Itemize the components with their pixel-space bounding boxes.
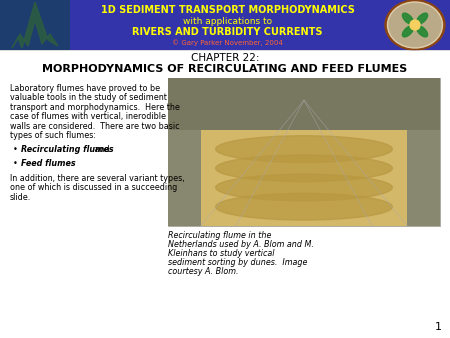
Ellipse shape [385, 0, 445, 50]
Bar [0, 0, 70, 50]
Text: Laboratory flumes have proved to be: Laboratory flumes have proved to be [10, 84, 160, 93]
Text: walls are considered.  There are two basic: walls are considered. There are two basi… [10, 122, 180, 131]
Bar [0, 0, 70, 50]
Bar [0, 0, 450, 50]
Bar [0, 0, 70, 50]
Text: •: • [13, 159, 18, 168]
Text: 1D SEDIMENT TRANSPORT MORPHODYNAMICS: 1D SEDIMENT TRANSPORT MORPHODYNAMICS [100, 5, 355, 15]
Text: case of flumes with vertical, inerodible: case of flumes with vertical, inerodible [10, 113, 166, 121]
Ellipse shape [387, 2, 442, 48]
Bar [201, 130, 407, 226]
Ellipse shape [216, 174, 392, 201]
Bar [168, 78, 440, 130]
Bar [0, 0, 70, 50]
Bar [0, 0, 70, 50]
Circle shape [410, 20, 420, 30]
Text: MORPHODYNAMICS OF RECIRCULATING AND FEED FLUMES: MORPHODYNAMICS OF RECIRCULATING AND FEED… [42, 64, 408, 74]
Ellipse shape [417, 13, 428, 24]
Text: sediment sorting by dunes.  Image: sediment sorting by dunes. Image [168, 258, 307, 267]
Bar [168, 78, 440, 226]
Ellipse shape [417, 26, 428, 37]
Ellipse shape [402, 26, 414, 37]
Bar [407, 130, 440, 226]
Text: RIVERS AND TURBIDITY CURRENTS: RIVERS AND TURBIDITY CURRENTS [132, 27, 323, 37]
Ellipse shape [389, 3, 441, 47]
Text: Kleinhans to study vertical: Kleinhans to study vertical [168, 249, 274, 258]
Polygon shape [12, 2, 58, 48]
Text: transport and morphodynamics.  Here the: transport and morphodynamics. Here the [10, 103, 180, 112]
Text: one of which is discussed in a succeeding: one of which is discussed in a succeedin… [10, 184, 177, 193]
Bar [0, 0, 70, 50]
Text: valuable tools in the study of sediment: valuable tools in the study of sediment [10, 94, 167, 102]
Ellipse shape [216, 193, 392, 220]
Text: In addition, there are several variant types,: In addition, there are several variant t… [10, 174, 184, 183]
Text: © Gary Parker November, 2004: © Gary Parker November, 2004 [172, 40, 283, 46]
Text: Recirculating flume in the: Recirculating flume in the [168, 231, 271, 240]
Bar [168, 130, 201, 226]
Text: CHAPTER 22:: CHAPTER 22: [191, 53, 259, 63]
Text: slide.: slide. [10, 193, 31, 202]
Text: courtesy A. Blom.: courtesy A. Blom. [168, 267, 238, 276]
Ellipse shape [216, 136, 392, 162]
Text: •: • [13, 145, 18, 154]
Text: Feed flumes: Feed flumes [21, 159, 76, 168]
Text: and: and [92, 145, 110, 154]
Text: Netherlands used by A. Blom and M.: Netherlands used by A. Blom and M. [168, 240, 314, 249]
Ellipse shape [402, 13, 414, 24]
Polygon shape [10, 5, 60, 48]
Text: Recirculating flumes: Recirculating flumes [21, 145, 113, 154]
Ellipse shape [216, 155, 392, 182]
Text: with applications to: with applications to [183, 17, 272, 25]
Text: types of such flumes:: types of such flumes: [10, 131, 96, 141]
Text: 1: 1 [435, 322, 442, 332]
